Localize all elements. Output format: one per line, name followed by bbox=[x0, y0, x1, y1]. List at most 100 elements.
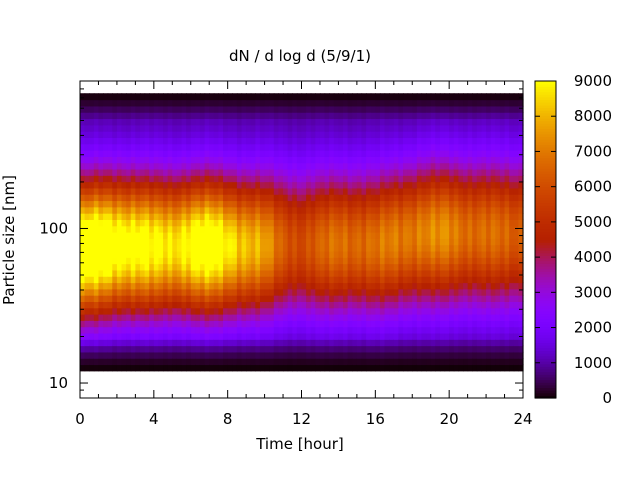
heatmap-cell bbox=[227, 269, 233, 277]
heatmap-cell bbox=[195, 143, 201, 151]
heatmap-cell bbox=[315, 307, 321, 315]
heatmap-cell bbox=[112, 345, 118, 353]
heatmap-cell bbox=[421, 187, 427, 195]
heatmap-cell bbox=[80, 320, 86, 328]
heatmap-cell bbox=[163, 326, 169, 334]
heatmap-cell bbox=[416, 364, 423, 372]
heatmap-cell bbox=[352, 124, 358, 132]
heatmap-cell bbox=[301, 332, 307, 340]
heatmap-cell bbox=[163, 200, 169, 208]
heatmap-cell bbox=[103, 250, 109, 258]
heatmap-cell bbox=[481, 168, 487, 176]
heatmap-cell bbox=[513, 200, 519, 208]
heatmap-cell bbox=[453, 320, 459, 328]
heatmap-cell bbox=[310, 295, 316, 302]
heatmap-cell bbox=[241, 112, 247, 120]
heatmap-cell bbox=[333, 326, 340, 334]
heatmap-cell bbox=[209, 257, 215, 265]
heatmap-cell bbox=[112, 238, 118, 246]
colorbar-segment bbox=[535, 165, 556, 169]
heatmap-cell bbox=[504, 326, 510, 334]
heatmap-cell bbox=[389, 219, 395, 227]
heatmap-cell bbox=[139, 131, 146, 138]
heatmap-cell bbox=[139, 238, 146, 246]
heatmap-cell bbox=[352, 137, 358, 145]
heatmap-cell bbox=[306, 99, 312, 107]
heatmap-cell bbox=[172, 213, 178, 220]
heatmap-cell bbox=[319, 364, 326, 372]
colorbar-segment bbox=[535, 112, 556, 116]
heatmap-cell bbox=[195, 112, 201, 120]
heatmap-cell bbox=[190, 238, 196, 246]
heatmap-cell bbox=[509, 225, 515, 233]
heatmap-cell bbox=[250, 295, 256, 302]
heatmap-cell bbox=[361, 93, 367, 101]
heatmap-cell bbox=[361, 238, 367, 246]
heatmap-cell bbox=[329, 276, 335, 284]
heatmap-cell bbox=[116, 276, 123, 284]
heatmap-cell bbox=[80, 162, 86, 170]
heatmap-cell bbox=[153, 314, 160, 321]
heatmap-cell bbox=[80, 168, 86, 176]
heatmap-cell bbox=[486, 143, 492, 151]
heatmap-cell bbox=[481, 326, 487, 334]
heatmap-cell bbox=[319, 276, 326, 284]
heatmap-cell bbox=[416, 150, 423, 157]
heatmap-cell bbox=[176, 332, 183, 340]
heatmap-cell bbox=[444, 93, 450, 101]
heatmap-cell bbox=[467, 288, 473, 296]
heatmap-cell bbox=[269, 288, 275, 296]
heatmap-cell bbox=[241, 320, 247, 328]
heatmap-cell bbox=[176, 339, 183, 347]
heatmap-cell bbox=[379, 326, 386, 334]
heatmap-cell bbox=[176, 219, 183, 227]
heatmap-cell bbox=[130, 244, 136, 252]
heatmap-cell bbox=[407, 162, 413, 170]
heatmap-cell bbox=[181, 232, 187, 239]
heatmap-cell bbox=[283, 250, 289, 258]
heatmap-cell bbox=[495, 187, 501, 195]
heatmap-cell bbox=[463, 358, 469, 366]
heatmap-cell bbox=[139, 364, 146, 372]
heatmap-cell bbox=[273, 351, 280, 359]
heatmap-cell bbox=[347, 162, 353, 170]
heatmap-cell bbox=[310, 200, 316, 208]
heatmap-cell bbox=[107, 232, 113, 239]
heatmap-cell bbox=[93, 99, 100, 107]
heatmap-cell bbox=[287, 194, 293, 202]
heatmap-cell bbox=[481, 156, 487, 164]
heatmap-cell bbox=[181, 213, 187, 220]
heatmap-cell bbox=[153, 206, 160, 214]
heatmap-cell bbox=[107, 168, 113, 176]
heatmap-cell bbox=[435, 187, 441, 195]
heatmap-cell bbox=[269, 269, 275, 277]
heatmap-cell bbox=[352, 206, 358, 214]
heatmap-cell bbox=[259, 99, 266, 107]
heatmap-cell bbox=[93, 181, 100, 189]
heatmap-cell bbox=[107, 326, 113, 334]
heatmap-cell bbox=[250, 351, 256, 359]
heatmap-cell bbox=[158, 250, 164, 258]
heatmap-cell bbox=[306, 314, 312, 321]
heatmap-cell bbox=[393, 225, 399, 233]
heatmap-cell bbox=[472, 320, 478, 328]
heatmap-cell bbox=[213, 364, 220, 372]
colorbar-segment bbox=[535, 310, 556, 315]
heatmap-cell bbox=[343, 105, 349, 113]
heatmap-cell bbox=[467, 137, 473, 145]
heatmap-cell bbox=[80, 301, 86, 309]
heatmap-cell bbox=[84, 295, 90, 302]
heatmap-cell bbox=[241, 168, 247, 176]
heatmap-cell bbox=[112, 288, 118, 296]
heatmap-cell bbox=[135, 238, 141, 246]
heatmap-cell bbox=[301, 118, 307, 126]
heatmap-cell bbox=[416, 269, 423, 277]
heatmap-cell bbox=[223, 301, 229, 309]
heatmap-cell bbox=[421, 105, 427, 113]
heatmap-cell bbox=[343, 320, 349, 328]
heatmap-cell bbox=[306, 112, 312, 120]
heatmap-cell bbox=[347, 326, 353, 334]
heatmap-cell bbox=[278, 332, 284, 340]
heatmap-cell bbox=[370, 175, 376, 183]
colorbar-segment bbox=[535, 268, 556, 272]
